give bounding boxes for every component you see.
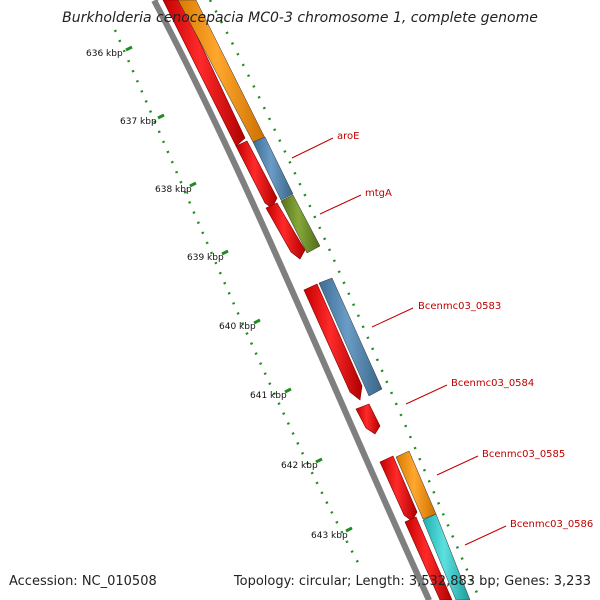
genome-summary-text: Topology: circular; Length: 3,532,883 bp… — [233, 574, 591, 589]
backbone-inner — [157, 0, 436, 600]
tick-label-640: 640 kbp — [219, 322, 256, 332]
cds-6 — [379, 455, 418, 522]
cds-1 — [162, 0, 246, 147]
cds-4 — [303, 283, 363, 401]
cds-track — [162, 0, 453, 600]
tick-label-637: 637 kbp — [120, 117, 157, 127]
backbone-outer — [151, 0, 434, 600]
tick-label-641: 641 kbp — [250, 391, 287, 401]
tick-label-636: 636 kbp — [86, 49, 123, 59]
tick-label-639: 639 kbp — [187, 253, 224, 263]
accession-text: Accession: NC_010508 — [9, 574, 157, 589]
gene-labels — [291, 137, 507, 546]
gene-label-0584: Bcenmc03_0584 — [451, 378, 534, 389]
cds-7 — [404, 516, 453, 600]
gene-label-0583: Bcenmc03_0583 — [418, 301, 501, 312]
gene-label-aroE: aroE — [337, 131, 359, 142]
feature-track — [177, 0, 471, 600]
gene-label-0586: Bcenmc03_0586 — [510, 519, 593, 530]
tick-label-638: 638 kbp — [155, 185, 192, 195]
gene-label-0585: Bcenmc03_0585 — [482, 449, 565, 460]
major-ticks — [125, 45, 353, 533]
cds-2 — [235, 140, 278, 209]
gene-label-mtgA: mtgA — [365, 188, 392, 199]
cds-5 — [355, 403, 381, 435]
map-title: Burkholderia cenocepacia MC0-3 chromosom… — [62, 10, 538, 26]
feature-blue-2 — [318, 277, 383, 397]
feature-blue-1 — [252, 136, 294, 201]
cds-3 — [265, 202, 306, 260]
tick-label-642: 642 kbp — [281, 461, 318, 471]
outer-track — [208, 0, 482, 600]
feature-cyan-1 — [422, 513, 471, 600]
tick-label-643: 643 kbp — [311, 531, 348, 541]
feature-green-1 — [280, 194, 321, 254]
